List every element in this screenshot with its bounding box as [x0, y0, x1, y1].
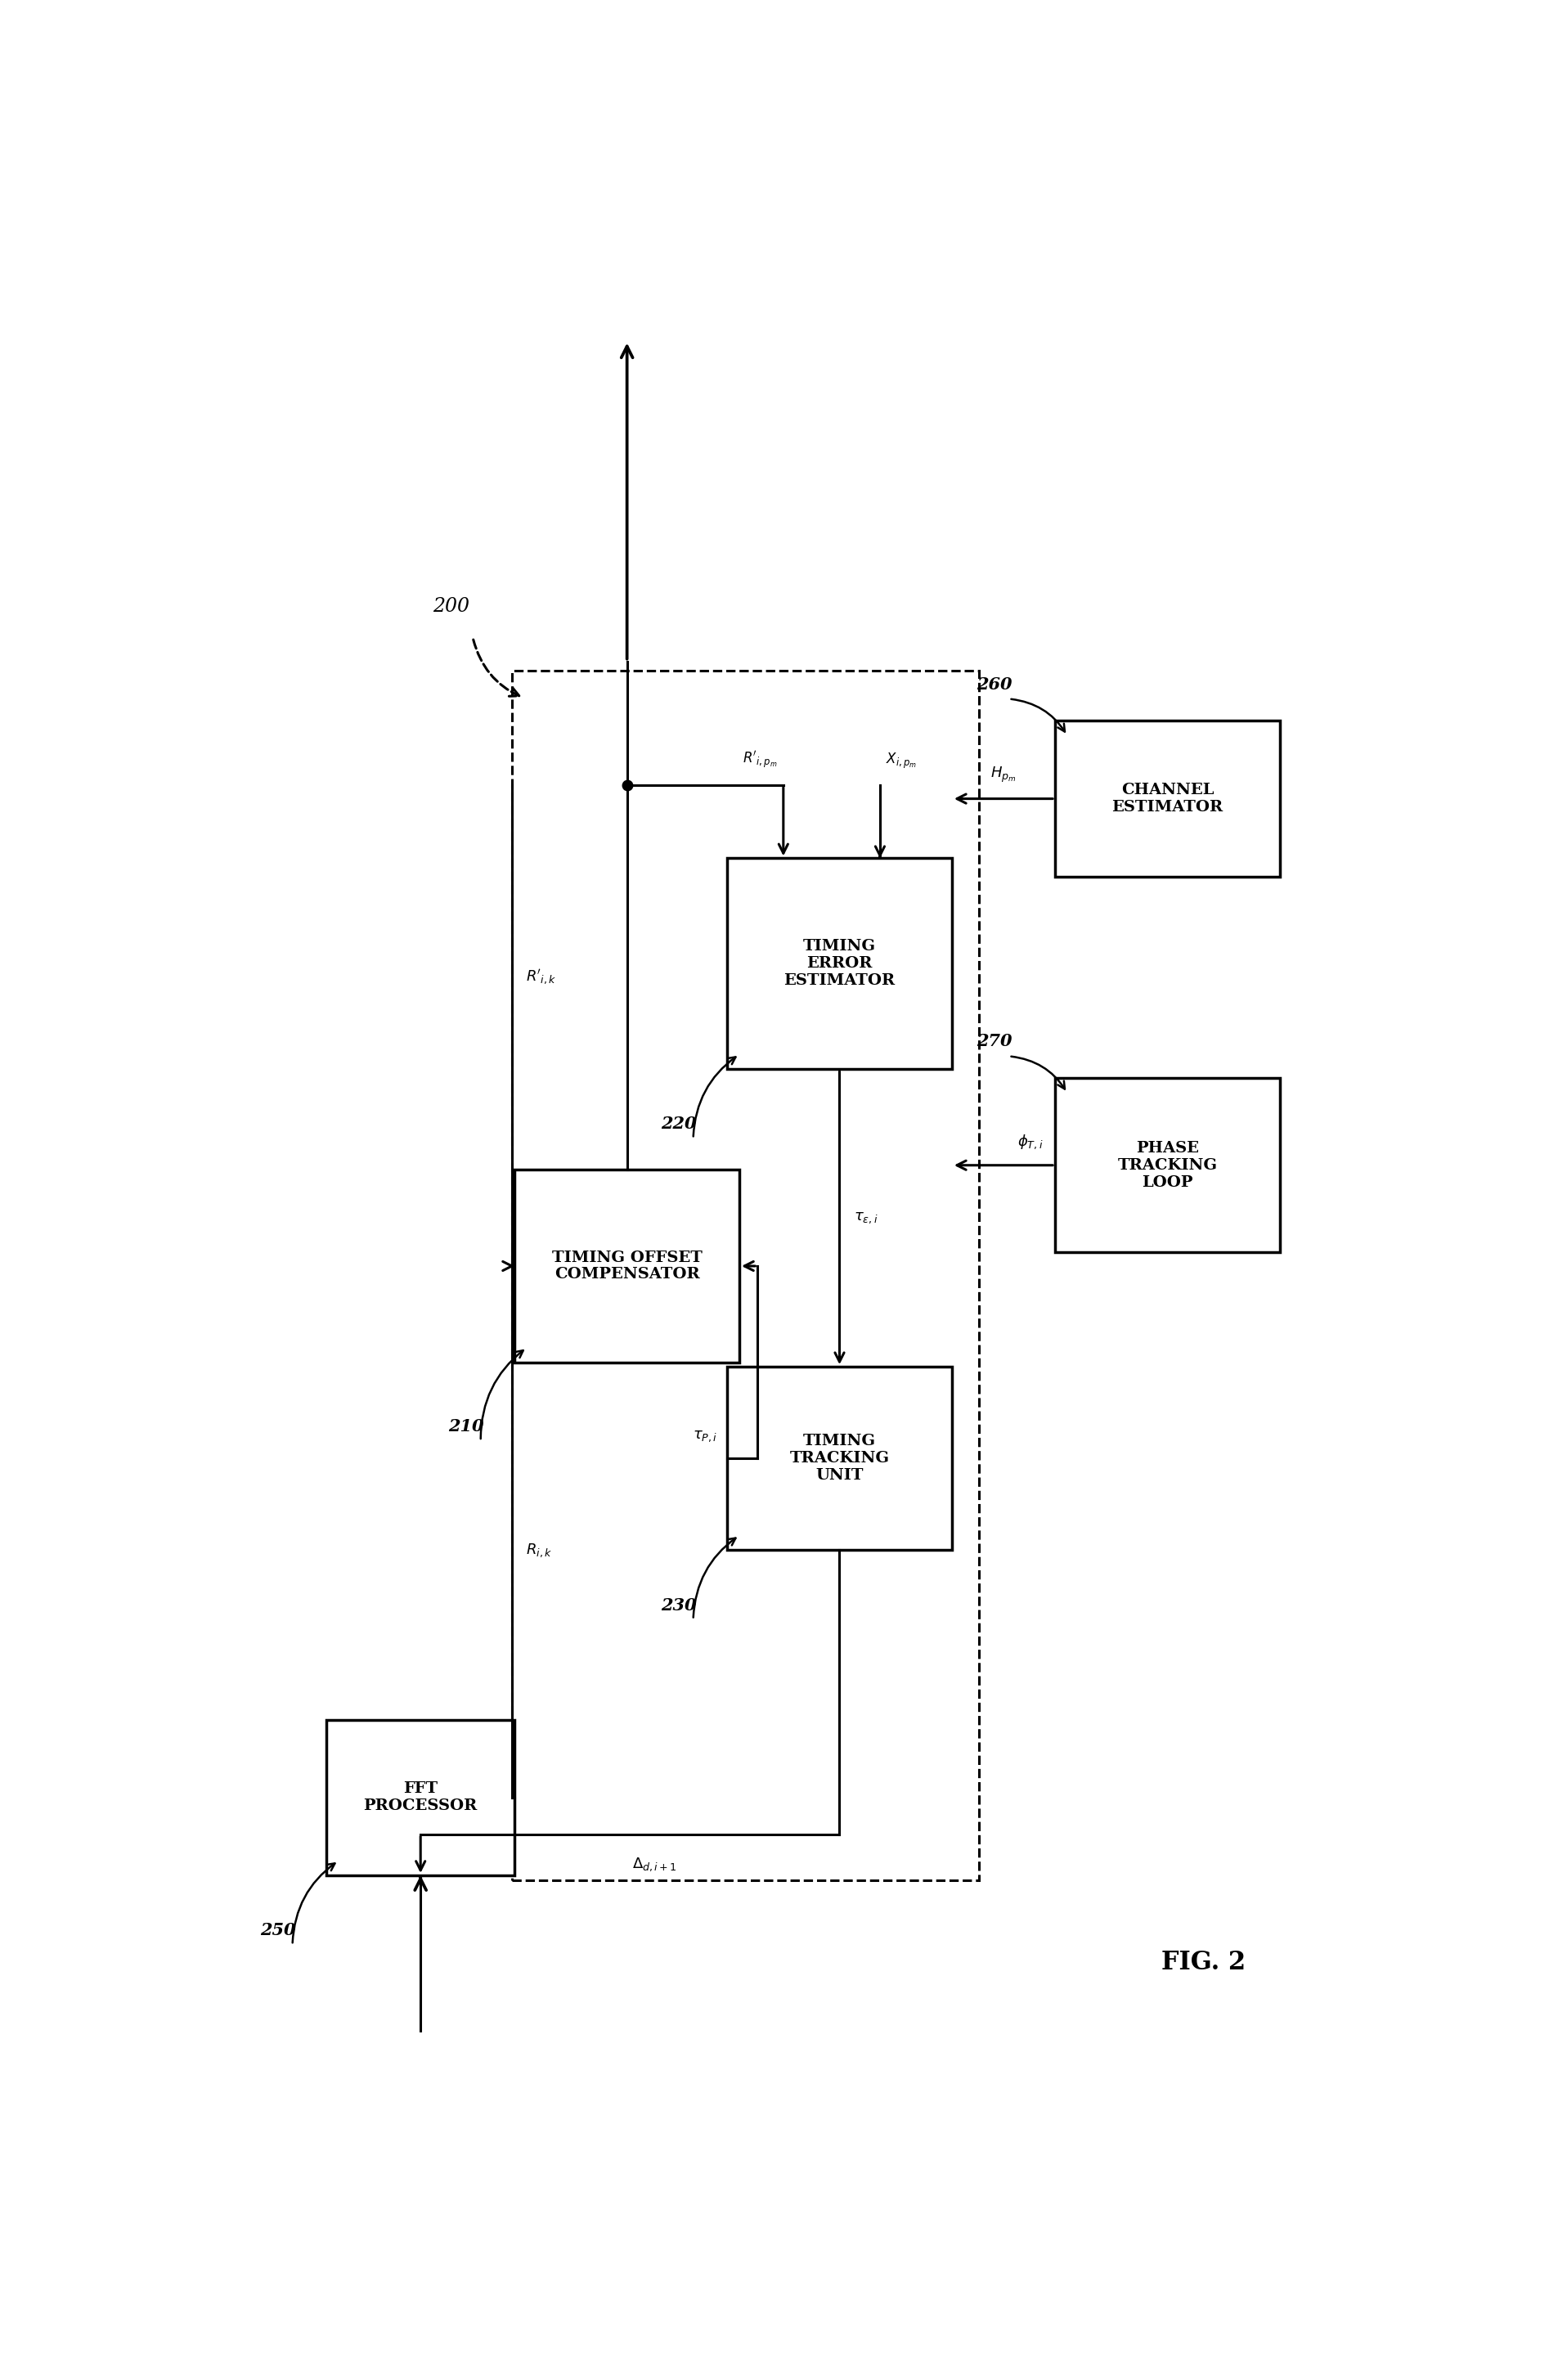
- Text: TIMING
TRACKING
UNIT: TIMING TRACKING UNIT: [790, 1435, 890, 1483]
- Text: $H_{p_m}$: $H_{p_m}$: [990, 764, 1017, 783]
- Bar: [514, 1171, 740, 1361]
- FancyArrowPatch shape: [1011, 700, 1066, 731]
- Text: $R'_{i,p_m}$: $R'_{i,p_m}$: [743, 750, 777, 771]
- FancyArrowPatch shape: [473, 640, 519, 697]
- Text: $\tau_{\varepsilon,i}$: $\tau_{\varepsilon,i}$: [854, 1211, 878, 1226]
- Text: $X_{i,p_m}$: $X_{i,p_m}$: [885, 752, 917, 771]
- FancyArrowPatch shape: [693, 1537, 735, 1618]
- Text: 260: 260: [976, 676, 1012, 693]
- Text: $\phi_{T,i}$: $\phi_{T,i}$: [1017, 1133, 1044, 1150]
- Bar: [326, 1721, 514, 1875]
- Text: CHANNEL
ESTIMATOR: CHANNEL ESTIMATOR: [1111, 783, 1224, 814]
- FancyArrowPatch shape: [1011, 1057, 1066, 1090]
- Text: $R_{i,k}$: $R_{i,k}$: [527, 1542, 553, 1559]
- Text: 210: 210: [448, 1418, 484, 1435]
- Bar: [511, 671, 979, 1880]
- Bar: [727, 859, 951, 1069]
- FancyArrowPatch shape: [693, 1057, 735, 1135]
- Bar: [1055, 721, 1280, 876]
- Bar: [1055, 1078, 1280, 1252]
- FancyArrowPatch shape: [481, 1349, 523, 1440]
- Text: 270: 270: [976, 1033, 1012, 1050]
- Text: $R'_{i,k}$: $R'_{i,k}$: [527, 969, 556, 988]
- Text: $\tau_{P,i}$: $\tau_{P,i}$: [693, 1428, 718, 1445]
- Text: FFT
PROCESSOR: FFT PROCESSOR: [364, 1783, 478, 1814]
- Text: TIMING
ERROR
ESTIMATOR: TIMING ERROR ESTIMATOR: [784, 940, 895, 988]
- Text: 220: 220: [661, 1116, 696, 1133]
- Text: PHASE
TRACKING
LOOP: PHASE TRACKING LOOP: [1117, 1140, 1218, 1190]
- Text: 200: 200: [432, 597, 469, 616]
- Text: 250: 250: [260, 1923, 296, 1940]
- Bar: [727, 1366, 951, 1549]
- Text: TIMING OFFSET
COMPENSATOR: TIMING OFFSET COMPENSATOR: [552, 1250, 702, 1283]
- FancyArrowPatch shape: [293, 1864, 335, 1942]
- Text: 230: 230: [661, 1597, 696, 1614]
- Text: FIG. 2: FIG. 2: [1161, 1949, 1246, 1975]
- Text: $\Delta_{d,i+1}$: $\Delta_{d,i+1}$: [632, 1856, 677, 1873]
